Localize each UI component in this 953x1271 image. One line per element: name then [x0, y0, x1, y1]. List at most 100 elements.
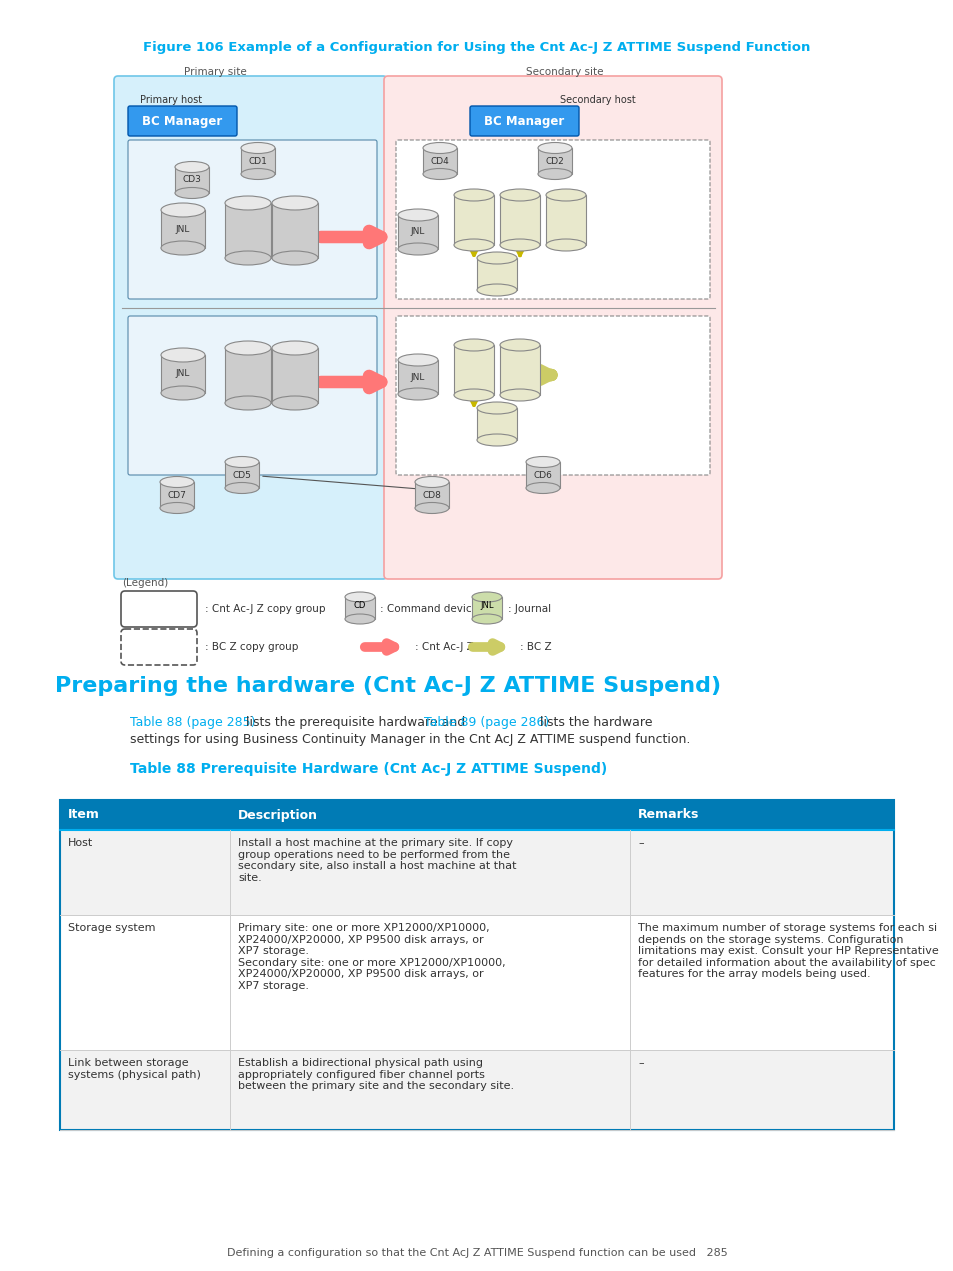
Bar	[345, 597, 375, 619]
Bar	[160, 482, 193, 508]
Ellipse shape	[454, 389, 494, 400]
Ellipse shape	[454, 339, 494, 351]
FancyBboxPatch shape	[121, 629, 196, 665]
Ellipse shape	[225, 483, 258, 493]
Ellipse shape	[161, 203, 205, 217]
Text: Preparing the hardware (Cnt Ac-J Z ATTIME Suspend): Preparing the hardware (Cnt Ac-J Z ATTIM…	[55, 676, 720, 697]
Text: JNL: JNL	[175, 370, 190, 379]
Text: CD1: CD1	[249, 156, 267, 165]
Text: BC Manager: BC Manager	[142, 114, 222, 127]
Text: Install a host machine at the primary site. If copy
group operations need to be : Install a host machine at the primary si…	[237, 838, 516, 883]
Ellipse shape	[345, 614, 375, 624]
Text: JNL: JNL	[411, 372, 425, 381]
Ellipse shape	[525, 483, 559, 493]
Ellipse shape	[272, 196, 317, 210]
Bar	[161, 355, 205, 393]
Text: JNL: JNL	[175, 225, 190, 234]
Ellipse shape	[225, 341, 271, 355]
FancyBboxPatch shape	[128, 140, 376, 299]
Text: Item: Item	[68, 808, 100, 821]
Text: Description: Description	[237, 808, 317, 821]
Bar	[60, 830, 893, 915]
Bar	[397, 360, 437, 394]
Text: The maximum number of storage systems for each si
depends on the storage systems: The maximum number of storage systems fo…	[638, 923, 938, 980]
Text: Table 89 (page 286): Table 89 (page 286)	[423, 716, 549, 730]
Text: (Legend): (Legend)	[122, 578, 168, 588]
Ellipse shape	[397, 243, 437, 255]
Text: : Cnt Ac-J Z copy group: : Cnt Ac-J Z copy group	[205, 604, 325, 614]
Bar	[60, 799, 893, 1130]
Bar	[60, 915, 893, 1050]
Ellipse shape	[160, 477, 193, 488]
Bar	[472, 597, 501, 619]
Bar	[397, 215, 437, 249]
Ellipse shape	[454, 239, 494, 250]
Ellipse shape	[499, 189, 539, 201]
Ellipse shape	[160, 502, 193, 513]
Text: Primary host: Primary host	[140, 95, 202, 105]
Text: Establish a bidirectional physical path using
appropriately configured fiber cha: Establish a bidirectional physical path …	[237, 1057, 514, 1092]
Text: : BC Z copy group: : BC Z copy group	[205, 642, 298, 652]
Text: Secondary host: Secondary host	[559, 95, 635, 105]
Ellipse shape	[415, 502, 449, 513]
Ellipse shape	[472, 592, 501, 602]
Ellipse shape	[241, 169, 274, 179]
Text: : BC Z: : BC Z	[519, 642, 551, 652]
Ellipse shape	[225, 196, 271, 210]
Bar	[476, 258, 517, 290]
Ellipse shape	[499, 339, 539, 351]
Text: CD4: CD4	[430, 156, 449, 165]
Text: CD5: CD5	[233, 470, 252, 479]
FancyBboxPatch shape	[113, 76, 387, 580]
Ellipse shape	[272, 397, 317, 411]
Ellipse shape	[415, 477, 449, 488]
Ellipse shape	[161, 241, 205, 255]
Ellipse shape	[545, 189, 585, 201]
Ellipse shape	[241, 142, 274, 154]
Bar	[545, 194, 585, 245]
Text: JNL: JNL	[479, 600, 494, 610]
Text: Table 88 Prerequisite Hardware (Cnt Ac-J Z ATTIME Suspend): Table 88 Prerequisite Hardware (Cnt Ac-J…	[130, 763, 607, 777]
Text: Host: Host	[68, 838, 93, 848]
Bar	[60, 1050, 893, 1130]
Ellipse shape	[225, 456, 258, 468]
Ellipse shape	[454, 189, 494, 201]
Text: Defining a configuration so that the Cnt AcJ Z ATTIME Suspend function can be us: Defining a configuration so that the Cnt…	[227, 1248, 726, 1258]
FancyBboxPatch shape	[395, 316, 709, 475]
Bar	[161, 210, 205, 248]
Ellipse shape	[537, 169, 572, 179]
Text: Storage system: Storage system	[68, 923, 155, 933]
Ellipse shape	[272, 250, 317, 264]
Text: Figure 106 Example of a Configuration for Using the Cnt Ac-J Z ATTIME Suspend Fu: Figure 106 Example of a Configuration fo…	[143, 41, 810, 53]
Text: Secondary site: Secondary site	[526, 67, 603, 78]
Bar	[537, 147, 572, 174]
Bar	[174, 167, 209, 193]
Text: Primary site: Primary site	[183, 67, 246, 78]
Text: CD7: CD7	[168, 491, 186, 500]
Ellipse shape	[537, 142, 572, 154]
Bar	[476, 408, 517, 440]
Text: lists the hardware: lists the hardware	[536, 716, 652, 730]
Text: Table 88 (page 285): Table 88 (page 285)	[130, 716, 255, 730]
Text: BC Manager: BC Manager	[483, 114, 563, 127]
Text: CD: CD	[354, 600, 366, 610]
Bar	[272, 203, 317, 258]
Ellipse shape	[272, 341, 317, 355]
Ellipse shape	[472, 614, 501, 624]
Bar	[454, 194, 494, 245]
Ellipse shape	[397, 388, 437, 400]
Text: : Journal: : Journal	[507, 604, 551, 614]
Ellipse shape	[161, 348, 205, 362]
Bar	[225, 348, 271, 403]
FancyBboxPatch shape	[395, 140, 709, 299]
Text: Remarks: Remarks	[638, 808, 699, 821]
Bar	[525, 461, 559, 488]
Ellipse shape	[525, 456, 559, 468]
FancyBboxPatch shape	[384, 76, 721, 580]
Text: Link between storage
systems (physical path): Link between storage systems (physical p…	[68, 1057, 201, 1079]
FancyBboxPatch shape	[121, 591, 196, 627]
FancyBboxPatch shape	[128, 316, 376, 475]
Ellipse shape	[161, 386, 205, 400]
Ellipse shape	[397, 208, 437, 221]
Ellipse shape	[545, 239, 585, 250]
